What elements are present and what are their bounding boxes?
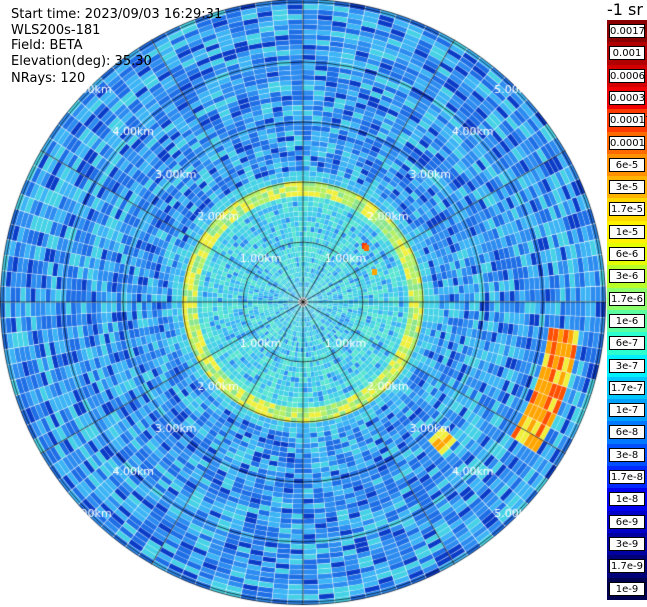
colorbar-cell: 3e-9 [607, 532, 647, 556]
colorbar-cell: 0.0006 [607, 64, 647, 88]
colorbar-cell: 0.00017 [607, 109, 647, 132]
colorbar-tick-label: 1.7e-8 [609, 470, 645, 484]
start-time-label: Start time: 2023/09/03 16:29:31 [11, 7, 223, 22]
colorbar-cell: 1e-5 [607, 220, 647, 244]
colorbar-cell: 6e-8 [607, 421, 647, 445]
colorbar-cell: 0.001 [607, 42, 647, 66]
colorbar-title: -1 sr [607, 0, 643, 19]
colorbar-tick-label: 0.0003 [609, 90, 645, 105]
colorbar-tick-label: 6e-8 [609, 425, 645, 440]
colorbar-cell: 6e-6 [607, 243, 647, 266]
colorbar-cell: 1.7e-5 [607, 198, 647, 222]
colorbar-tick-label: 0.00017 [609, 113, 647, 128]
colorbar-tick-label: 6e-5 [609, 157, 645, 172]
colorbar-cell: 6e-9 [607, 510, 647, 534]
colorbar-tick-label: 6e-9 [609, 514, 645, 529]
colorbar-cell: 1.7e-7 [607, 376, 647, 400]
colorbar-tick-label: 0.0001 [609, 135, 645, 150]
colorbar-cell: 0.0003 [607, 86, 647, 110]
colorbar-tick-label: 0.001 [609, 46, 645, 61]
colorbar-tick-label: 3e-6 [609, 269, 645, 284]
colorbar-tick-label: 6e-7 [609, 336, 645, 351]
device-label: WLS200s-181 [11, 23, 101, 38]
colorbar-cell: 3e-8 [607, 443, 647, 467]
colorbar-tick-label: 1.7e-5 [609, 202, 645, 217]
colorbar-cell: 3e-7 [607, 354, 647, 378]
colorbar: 0.0017 0.001 0.0006 0.0003 0.00017 0.0001 6e-5… [607, 20, 647, 601]
colorbar-cell: 3e-6 [607, 265, 647, 289]
colorbar-tick-label: 3e-8 [609, 447, 645, 462]
colorbar-tick-label: 0.0017 [609, 24, 645, 38]
colorbar-tick-label: 1.7e-9 [609, 559, 645, 574]
colorbar-tick-label: 1e-7 [609, 403, 645, 418]
colorbar-cell: 1.7e-8 [607, 466, 647, 489]
colorbar-tick-label: 1e-9 [609, 581, 645, 596]
colorbar-tick-label: 1e-6 [609, 313, 645, 328]
colorbar-tick-label: 1e-8 [609, 492, 645, 507]
colorbar-cell: 1e-9 [607, 577, 647, 601]
colorbar-tick-label: 6e-6 [609, 247, 645, 261]
colorbar-tick-label: 3e-9 [609, 536, 645, 551]
colorbar-cell: 0.0001 [607, 131, 647, 155]
field-label: Field: BETA [11, 38, 83, 53]
colorbar-tick-label: 0.0006 [609, 68, 645, 83]
ppi-plot [0, 0, 607, 607]
nrays-label: NRays: 120 [11, 71, 86, 86]
colorbar-tick-label: 1e-5 [609, 224, 645, 239]
colorbar-cell: 3e-5 [607, 176, 647, 199]
elevation-label: Elevation(deg): 35.30 [11, 54, 152, 69]
colorbar-tick-label: 1.7e-7 [609, 380, 645, 395]
colorbar-tick-label: 3e-5 [609, 180, 645, 195]
colorbar-cell: 6e-7 [607, 332, 647, 355]
colorbar-cell: 1.7e-6 [607, 287, 647, 311]
colorbar-cell: 6e-5 [607, 153, 647, 177]
colorbar-tick-label: 3e-7 [609, 358, 645, 373]
colorbar-cell: 1.7e-9 [607, 555, 647, 578]
colorbar-cell: 1e-8 [607, 488, 647, 512]
colorbar-cell: 0.0017 [607, 20, 647, 43]
colorbar-cell: 1e-7 [607, 399, 647, 422]
colorbar-cell: 1e-6 [607, 309, 647, 333]
colorbar-tick-label: 1.7e-6 [609, 291, 645, 306]
